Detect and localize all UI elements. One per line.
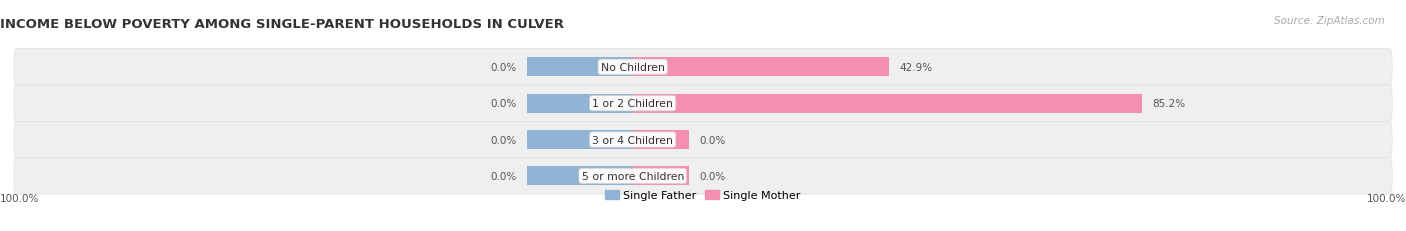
FancyBboxPatch shape bbox=[14, 122, 1392, 158]
Text: 0.0%: 0.0% bbox=[491, 63, 517, 73]
Bar bbox=[633, 58, 889, 77]
Text: 0.0%: 0.0% bbox=[491, 99, 517, 109]
Text: No Children: No Children bbox=[600, 63, 665, 73]
Text: 0.0%: 0.0% bbox=[491, 135, 517, 145]
Text: Source: ZipAtlas.com: Source: ZipAtlas.com bbox=[1274, 16, 1385, 26]
Text: 0.0%: 0.0% bbox=[700, 171, 725, 181]
Text: 85.2%: 85.2% bbox=[1153, 99, 1185, 109]
Bar bbox=[527, 167, 633, 185]
Text: 5 or more Children: 5 or more Children bbox=[582, 171, 683, 181]
Text: 1 or 2 Children: 1 or 2 Children bbox=[592, 99, 673, 109]
Text: INCOME BELOW POVERTY AMONG SINGLE-PARENT HOUSEHOLDS IN CULVER: INCOME BELOW POVERTY AMONG SINGLE-PARENT… bbox=[0, 18, 564, 31]
Bar bbox=[633, 131, 689, 149]
Bar bbox=[527, 94, 633, 113]
Bar bbox=[527, 131, 633, 149]
Text: 0.0%: 0.0% bbox=[700, 135, 725, 145]
Bar bbox=[633, 167, 689, 185]
FancyBboxPatch shape bbox=[14, 49, 1392, 86]
Bar bbox=[633, 94, 1142, 113]
FancyBboxPatch shape bbox=[14, 158, 1392, 194]
Text: 42.9%: 42.9% bbox=[900, 63, 932, 73]
Text: 100.0%: 100.0% bbox=[0, 193, 39, 203]
Text: 0.0%: 0.0% bbox=[491, 171, 517, 181]
Bar bbox=[527, 58, 633, 77]
Text: 100.0%: 100.0% bbox=[1367, 193, 1406, 203]
Text: 3 or 4 Children: 3 or 4 Children bbox=[592, 135, 673, 145]
Legend: Single Father, Single Mother: Single Father, Single Mother bbox=[600, 185, 806, 205]
FancyBboxPatch shape bbox=[14, 86, 1392, 122]
